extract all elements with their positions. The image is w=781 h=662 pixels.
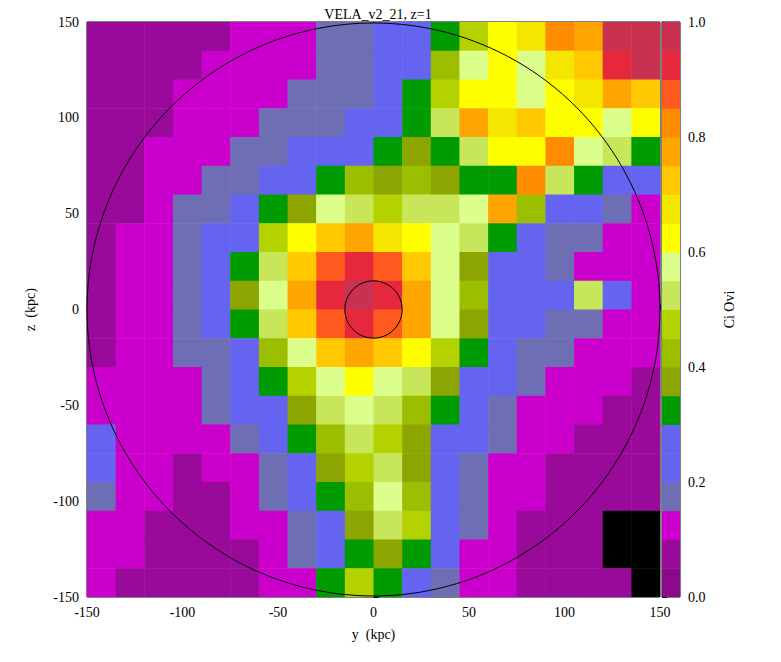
svg-text:0.4: 0.4 xyxy=(688,360,706,375)
svg-text:150: 150 xyxy=(58,15,79,30)
svg-text:0: 0 xyxy=(370,605,377,620)
svg-text:z (kpc): z (kpc) xyxy=(23,288,39,331)
svg-text:-150: -150 xyxy=(53,590,79,605)
svg-text:y (kpc): y (kpc) xyxy=(352,627,396,643)
svg-text:-50: -50 xyxy=(60,398,79,413)
svg-text:0.0: 0.0 xyxy=(688,590,706,605)
svg-text:-100: -100 xyxy=(53,494,79,509)
svg-text:100: 100 xyxy=(554,605,575,620)
svg-text:100: 100 xyxy=(58,110,79,125)
svg-text:-150: -150 xyxy=(74,605,100,620)
svg-text:-50: -50 xyxy=(269,605,288,620)
svg-text:150: 150 xyxy=(650,605,671,620)
svg-text:Ci Ovi: Ci Ovi xyxy=(722,291,737,329)
svg-text:0.8: 0.8 xyxy=(688,130,706,145)
svg-text:0.6: 0.6 xyxy=(688,245,706,260)
svg-text:50: 50 xyxy=(462,605,476,620)
svg-text:VELA_v2_21, z=1: VELA_v2_21, z=1 xyxy=(324,7,431,22)
svg-text:-100: -100 xyxy=(170,605,196,620)
svg-text:0.2: 0.2 xyxy=(688,475,706,490)
svg-text:1.0: 1.0 xyxy=(688,15,706,30)
svg-text:50: 50 xyxy=(65,206,79,221)
svg-text:0: 0 xyxy=(72,302,79,317)
